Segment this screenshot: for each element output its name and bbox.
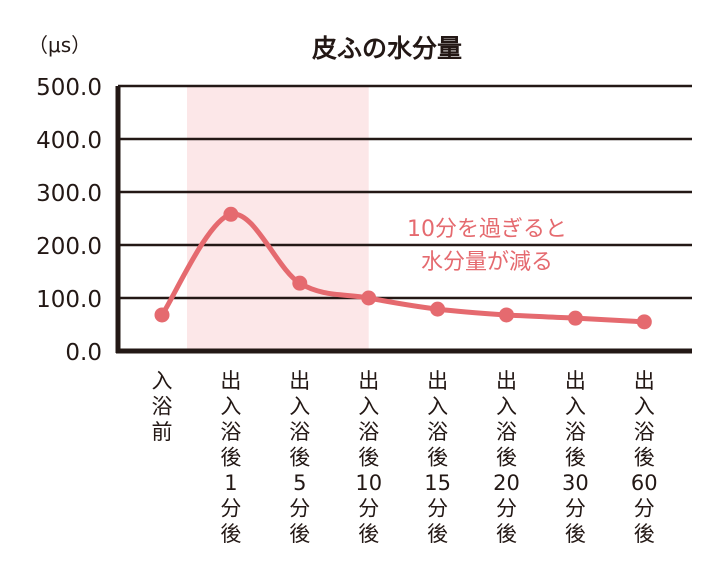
x-tick-label: 浴 <box>496 420 517 444</box>
x-tick-label: 後 <box>220 446 241 470</box>
x-tick-label: 入 <box>358 395 379 419</box>
y-tick-label: 100.0 <box>36 287 102 313</box>
x-tick-label: 60 <box>631 471 658 495</box>
x-tick-label: 分 <box>358 497 379 521</box>
x-tick-label: 後 <box>565 522 586 546</box>
x-tick-label: 後 <box>565 446 586 470</box>
x-tick-label: 後 <box>496 446 517 470</box>
x-tick-label: 分 <box>220 497 241 521</box>
x-tick-label: 前 <box>152 420 173 444</box>
y-axis-unit: （μs） <box>28 33 91 57</box>
x-tick-label: 分 <box>634 497 655 521</box>
x-tick-label: 出 <box>634 369 655 393</box>
x-tick-label: 浴 <box>565 420 586 444</box>
chart-title: 皮ふの水分量 <box>312 34 462 63</box>
x-tick-label: 後 <box>289 446 310 470</box>
x-tick-label: 後 <box>427 446 448 470</box>
y-tick-label: 500.0 <box>36 75 102 101</box>
x-tick-label: 後 <box>289 522 310 546</box>
x-tick-label: 5 <box>293 471 306 495</box>
data-point <box>361 290 377 306</box>
x-tick-label: 10 <box>355 471 382 495</box>
data-point <box>223 206 239 222</box>
annotation-text: 10分を過ぎると <box>407 217 567 242</box>
data-point <box>154 307 170 323</box>
x-tick-label: 入 <box>152 369 173 393</box>
x-tick-label: 入 <box>289 395 310 419</box>
data-point <box>567 310 583 326</box>
x-tick-label: 分 <box>565 497 586 521</box>
x-tick-label: 入 <box>496 395 517 419</box>
x-tick-label: 浴 <box>634 420 655 444</box>
x-tick-label: 入 <box>565 395 586 419</box>
y-tick-label: 300.0 <box>36 181 102 207</box>
x-tick-label: 入 <box>634 395 655 419</box>
x-tick-label: 入 <box>427 395 448 419</box>
x-tick-label: 後 <box>358 522 379 546</box>
x-tick-label: 後 <box>358 446 379 470</box>
x-tick-label: 浴 <box>220 420 241 444</box>
x-tick-label: 分 <box>427 497 448 521</box>
x-tick-label: 出 <box>496 369 517 393</box>
highlight-region <box>187 86 369 351</box>
x-tick-label: 出 <box>565 369 586 393</box>
x-tick-label: 後 <box>634 446 655 470</box>
data-point <box>292 275 308 291</box>
x-tick-label: 1 <box>224 471 237 495</box>
x-tick-label: 出 <box>427 369 448 393</box>
x-tick-label: 30 <box>562 471 589 495</box>
x-tick-label: 浴 <box>152 395 173 419</box>
x-tick-label: 後 <box>496 522 517 546</box>
x-tick-label: 出 <box>289 369 310 393</box>
x-tick-label: 出 <box>220 369 241 393</box>
x-tick-label: 浴 <box>427 420 448 444</box>
x-tick-label: 分 <box>496 497 517 521</box>
annotation-text: 水分量が減る <box>421 250 553 275</box>
y-tick-label: 200.0 <box>36 234 102 260</box>
x-tick-label: 入 <box>220 395 241 419</box>
data-point <box>636 314 652 330</box>
x-tick-label: 15 <box>424 471 451 495</box>
y-tick-label: 0.0 <box>65 340 102 366</box>
x-tick-label: 20 <box>493 471 520 495</box>
x-tick-label: 出 <box>358 369 379 393</box>
x-tick-label: 後 <box>220 522 241 546</box>
x-tick-label: 分 <box>289 497 310 521</box>
data-point <box>499 307 514 323</box>
data-point <box>430 301 446 317</box>
x-tick-label: 浴 <box>289 420 310 444</box>
y-tick-label: 400.0 <box>36 128 102 154</box>
x-tick-label: 後 <box>427 522 448 546</box>
x-tick-label: 後 <box>634 522 655 546</box>
x-tick-label: 浴 <box>358 420 379 444</box>
